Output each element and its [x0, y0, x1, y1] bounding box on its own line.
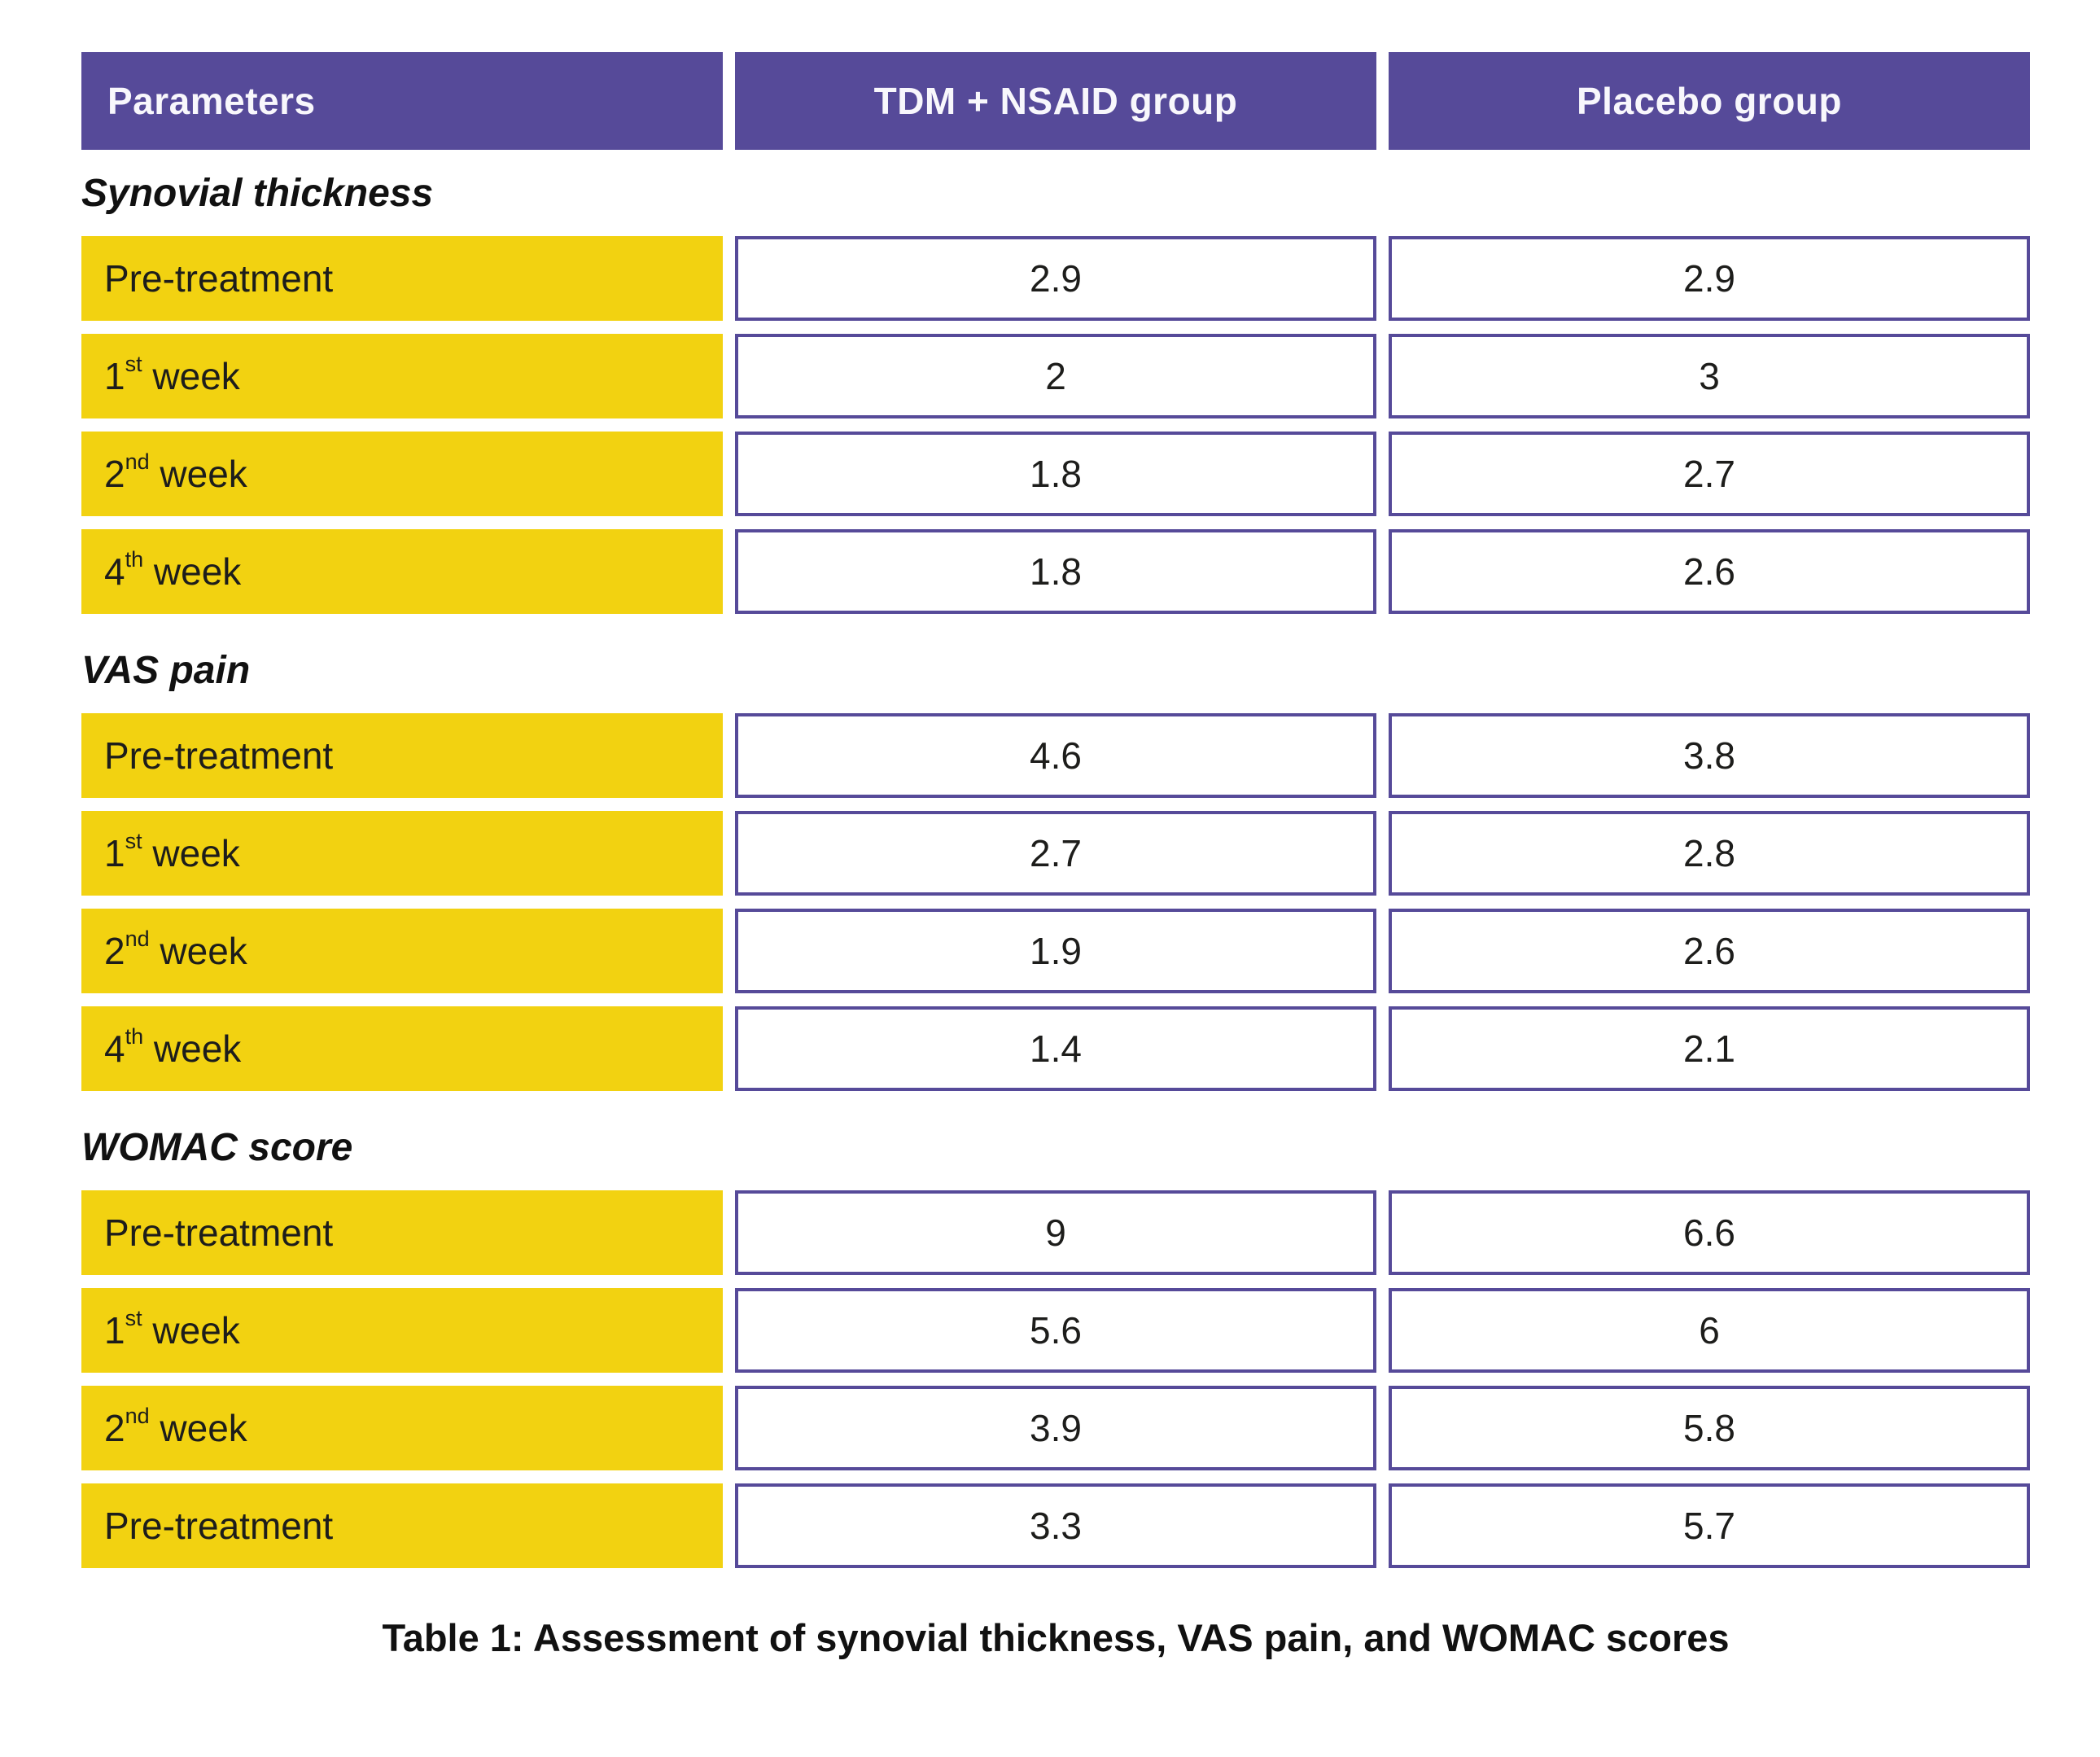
row-label-text: 1: [104, 1309, 125, 1352]
tdm-nsaid-value-cell: 2.7: [735, 811, 1376, 896]
row-label-text-suffix: week: [149, 1407, 247, 1449]
placebo-value-cell: 5.8: [1389, 1386, 2030, 1470]
placebo-value-cell: 2.6: [1389, 529, 2030, 614]
row-label-text-suffix: week: [142, 832, 240, 874]
placebo-value-cell: 3: [1389, 334, 2030, 418]
tdm-nsaid-value-cell: 3.9: [735, 1386, 1376, 1470]
table-row: Pre-treatment 3.3 5.7: [81, 1483, 2030, 1568]
tdm-nsaid-value-cell: 5.6: [735, 1288, 1376, 1373]
table-row: Pre-treatment 4.6 3.8: [81, 713, 2030, 798]
row-label-text: Pre-treatment: [104, 734, 334, 777]
row-label-text-suffix: week: [142, 1309, 240, 1352]
header-tdm-nsaid-group: TDM + NSAID group: [735, 52, 1376, 150]
row-label-text: 1: [104, 832, 125, 874]
row-label-text: 4: [104, 550, 125, 593]
row-label-text-suffix: week: [143, 1027, 242, 1070]
section-title: VAS pain: [81, 648, 251, 692]
tdm-nsaid-value-cell: 2: [735, 334, 1376, 418]
row-label-text: Pre-treatment: [104, 1211, 334, 1254]
placebo-value-cell: 5.7: [1389, 1483, 2030, 1568]
tdm-nsaid-value-cell: 2.9: [735, 236, 1376, 321]
table-header-row: Parameters TDM + NSAID group Placebo gro…: [81, 52, 2030, 150]
table-row: Pre-treatment 9 6.6: [81, 1190, 2030, 1275]
table-caption: Table 1: Assessment of synovial thicknes…: [382, 1616, 1730, 1659]
row-label-text: 4: [104, 1027, 125, 1070]
header-parameters: Parameters: [81, 52, 723, 150]
row-label: Pre-treatment: [81, 713, 723, 798]
placebo-value-cell: 2.7: [1389, 432, 2030, 516]
tdm-nsaid-value-cell: 1.8: [735, 432, 1376, 516]
row-label-text-suffix: week: [149, 930, 247, 972]
section-title: WOMAC score: [81, 1125, 353, 1169]
placebo-value-cell: 3.8: [1389, 713, 2030, 798]
row-label-text-suffix: week: [142, 355, 240, 397]
row-label-text-suffix: week: [143, 550, 242, 593]
row-label-text: 2: [104, 1407, 125, 1449]
tdm-nsaid-value-cell: 3.3: [735, 1483, 1376, 1568]
tdm-nsaid-value-cell: 9: [735, 1190, 1376, 1275]
row-label-text: 2: [104, 930, 125, 972]
row-label-text: 1: [104, 355, 125, 397]
placebo-value-cell: 2.9: [1389, 236, 2030, 321]
row-label: Pre-treatment: [81, 1483, 723, 1568]
table-figure: Parameters TDM + NSAID group Placebo gro…: [81, 52, 2030, 1659]
section-title: Synovial thickness: [81, 171, 434, 215]
tdm-nsaid-value-cell: 1.9: [735, 909, 1376, 993]
placebo-value-cell: 2.6: [1389, 909, 2030, 993]
placebo-value-cell: 6: [1389, 1288, 2030, 1373]
row-label-text-suffix: week: [149, 453, 247, 495]
tdm-nsaid-value-cell: 1.8: [735, 529, 1376, 614]
row-label: Pre-treatment: [81, 236, 723, 321]
placebo-value-cell: 2.1: [1389, 1006, 2030, 1091]
header-placebo-group: Placebo group: [1389, 52, 2030, 150]
tdm-nsaid-value-cell: 1.4: [735, 1006, 1376, 1091]
placebo-value-cell: 6.6: [1389, 1190, 2030, 1275]
table-row: Pre-treatment 2.9 2.9: [81, 236, 2030, 321]
tdm-nsaid-value-cell: 4.6: [735, 713, 1376, 798]
row-label-text: Pre-treatment: [104, 257, 334, 300]
row-label-text: Pre-treatment: [104, 1505, 334, 1547]
row-label: Pre-treatment: [81, 1190, 723, 1275]
placebo-value-cell: 2.8: [1389, 811, 2030, 896]
row-label-text: 2: [104, 453, 125, 495]
